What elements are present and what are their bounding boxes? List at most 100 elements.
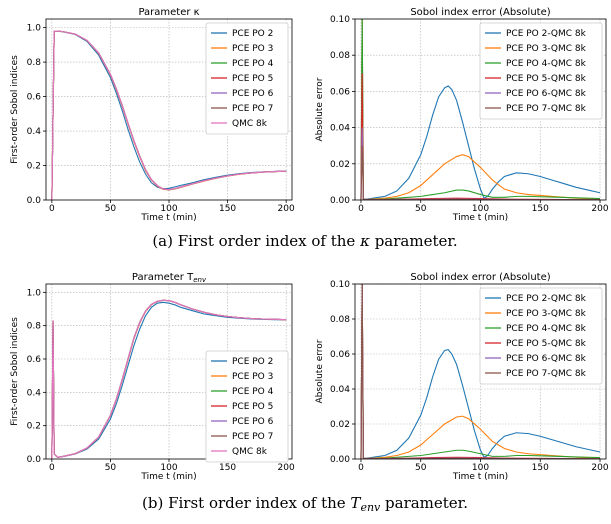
legend-entry: PCE PO 3-QMC 8k bbox=[506, 44, 587, 54]
legend-entry: PCE PO 3 bbox=[232, 372, 273, 382]
y-tick-label: 0.0 bbox=[27, 196, 42, 206]
legend-box bbox=[479, 22, 603, 120]
legend-entry: QMC 8k bbox=[232, 447, 268, 457]
y-tick-label: 0.4 bbox=[27, 127, 42, 137]
legend-entry: PCE PO 6 bbox=[232, 89, 274, 99]
legend-entry: PCE PO 5 bbox=[232, 402, 273, 412]
x-axis-label: Time t (min) bbox=[140, 472, 196, 482]
y-tick-label: 0.0 bbox=[27, 455, 42, 465]
y-tick-label: 0.02 bbox=[330, 420, 350, 430]
x-tick-label: 150 bbox=[532, 204, 549, 214]
y-tick-label: 0.8 bbox=[27, 322, 42, 332]
legend-entry: PCE PO 7 bbox=[232, 432, 273, 442]
x-tick-label: 50 bbox=[105, 463, 117, 473]
y-tick-label: 1.0 bbox=[27, 24, 42, 34]
series-line-7 bbox=[51, 299, 287, 459]
y-tick-label: 0.6 bbox=[27, 355, 42, 365]
legend-entry: PCE PO 4 bbox=[232, 387, 274, 397]
y-tick-label: 0.10 bbox=[330, 15, 350, 25]
series-line-7 bbox=[51, 30, 287, 200]
y-tick-label: 0.06 bbox=[330, 350, 350, 360]
y-axis-label: Absolute error bbox=[315, 339, 325, 403]
y-tick-label: 0.8 bbox=[27, 58, 42, 68]
legend-entry: PCE PO 6-QMC 8k bbox=[506, 354, 587, 364]
y-axis-label: Absolute error bbox=[315, 77, 325, 141]
chart-title: Sobol index error (Absolute) bbox=[410, 272, 550, 283]
x-tick-label: 200 bbox=[278, 463, 295, 473]
chart-kappa-sobol-indices: 0 50 100 150 200 0.0 0.2 0.4 0.6 0.8 1.0 Parameter … bbox=[10, 7, 295, 223]
legend-entry: PCE PO 2 bbox=[232, 357, 273, 367]
legend: PCE PO 2-QMC 8k PCE PO 3-QMC 8k PCE PO 4-Q… bbox=[479, 22, 603, 120]
series-line-1 bbox=[360, 19, 601, 200]
legend-box bbox=[479, 287, 603, 385]
chart-title: Parameter κ bbox=[138, 7, 199, 18]
legend-entry: PCE PO 7 bbox=[232, 104, 273, 114]
chart-tenv-absolute-error: 0 50 100 150 200 0.00 0.02 0.04 0.06 0.08 0.10 Sobo… bbox=[315, 272, 609, 482]
x-tick-label: 0 bbox=[358, 463, 364, 473]
y-axis-label: First-order Sobol indices bbox=[10, 55, 20, 164]
legend-entry: PCE PO 2-QMC 8k bbox=[506, 29, 587, 39]
y-tick-label: 0.2 bbox=[27, 162, 41, 172]
x-tick-label: 0 bbox=[49, 463, 55, 473]
y-axis-label: First-order Sobol indices bbox=[10, 317, 20, 426]
y-tick-label: 0.02 bbox=[330, 160, 350, 170]
y-tick-label: 0.00 bbox=[330, 455, 350, 465]
x-tick-label: 100 bbox=[160, 204, 177, 214]
legend-entry: PCE PO 5-QMC 8k bbox=[506, 339, 587, 349]
caption-a: (a) First order index of the κ parameter… bbox=[152, 232, 457, 250]
series-line-1 bbox=[51, 30, 287, 200]
legend-entry: PCE PO 6-QMC 8k bbox=[506, 89, 587, 99]
y-tick-label: 0.08 bbox=[330, 315, 350, 325]
chart-title: Parameter Tenv bbox=[132, 272, 207, 284]
x-axis-label: Time t (min) bbox=[452, 472, 508, 482]
x-tick-label: 50 bbox=[105, 204, 117, 214]
x-tick-label: 150 bbox=[532, 463, 549, 473]
legend-entry: PCE PO 7-QMC 8k bbox=[506, 104, 587, 114]
series-group bbox=[51, 30, 287, 200]
legend-entry: PCE PO 4-QMC 8k bbox=[506, 324, 587, 334]
y-tick-label: 0.4 bbox=[27, 388, 42, 398]
chart-kappa-absolute-error: 0 50 100 150 200 0.00 0.02 0.04 0.06 0.08 0.10 Sobo… bbox=[315, 7, 609, 223]
legend-entry: PCE PO 5-QMC 8k bbox=[506, 74, 587, 84]
series-group bbox=[51, 299, 287, 459]
y-tick-label: 0.08 bbox=[330, 51, 350, 61]
legend-box bbox=[205, 350, 289, 463]
legend-entry: PCE PO 3 bbox=[232, 44, 273, 54]
y-tick-label: 0.6 bbox=[27, 93, 42, 103]
x-axis-label: Time t (min) bbox=[140, 213, 196, 223]
x-axis-label: Time t (min) bbox=[452, 213, 508, 223]
legend: PCE PO 2 PCE PO 3 PCE PO 4 PCE PO 5 PCE PO 6… bbox=[205, 350, 289, 463]
x-tick-label: 0 bbox=[358, 204, 364, 214]
legend: PCE PO 2 PCE PO 3 PCE PO 4 PCE PO 5 PCE PO 6… bbox=[205, 22, 289, 135]
legend: PCE PO 2-QMC 8k PCE PO 3-QMC 8k PCE PO 4-Q… bbox=[479, 287, 603, 385]
legend-entry: PCE PO 3-QMC 8k bbox=[506, 309, 587, 319]
x-tick-label: 100 bbox=[472, 204, 489, 214]
x-tick-label: 100 bbox=[472, 463, 489, 473]
legend-entry: PCE PO 4-QMC 8k bbox=[506, 59, 587, 69]
x-tick-label: 200 bbox=[278, 204, 295, 214]
legend-entry: PCE PO 2-QMC 8k bbox=[506, 294, 587, 304]
legend-entry: PCE PO 6 bbox=[232, 417, 274, 427]
x-tick-label: 150 bbox=[219, 204, 236, 214]
chart-tenv-sobol-indices: 0 50 100 150 200 0.0 0.2 0.4 0.6 0.8 1.0 Parameter … bbox=[10, 272, 295, 482]
x-tick-label: 100 bbox=[160, 463, 177, 473]
legend-entry: PCE PO 7-QMC 8k bbox=[506, 369, 587, 379]
chart-title: Sobol index error (Absolute) bbox=[410, 7, 550, 18]
y-tick-label: 0.04 bbox=[330, 124, 350, 134]
legend-box bbox=[205, 22, 289, 135]
x-tick-label: 50 bbox=[415, 204, 427, 214]
y-tick-label: 0.10 bbox=[330, 280, 350, 290]
y-tick-label: 0.04 bbox=[330, 385, 350, 395]
series-line-1 bbox=[360, 284, 601, 459]
x-tick-label: 50 bbox=[415, 463, 427, 473]
caption-b: (b) First order index of the Tenv parame… bbox=[142, 494, 468, 514]
y-tick-label: 0.00 bbox=[330, 196, 350, 206]
x-tick-label: 200 bbox=[591, 204, 608, 214]
y-tick-label: 0.2 bbox=[27, 422, 41, 432]
x-tick-label: 150 bbox=[219, 463, 236, 473]
legend-entry: PCE PO 4 bbox=[232, 59, 274, 69]
y-tick-label: 1.0 bbox=[27, 288, 42, 298]
x-tick-label: 0 bbox=[49, 204, 55, 214]
x-tick-label: 200 bbox=[591, 463, 608, 473]
